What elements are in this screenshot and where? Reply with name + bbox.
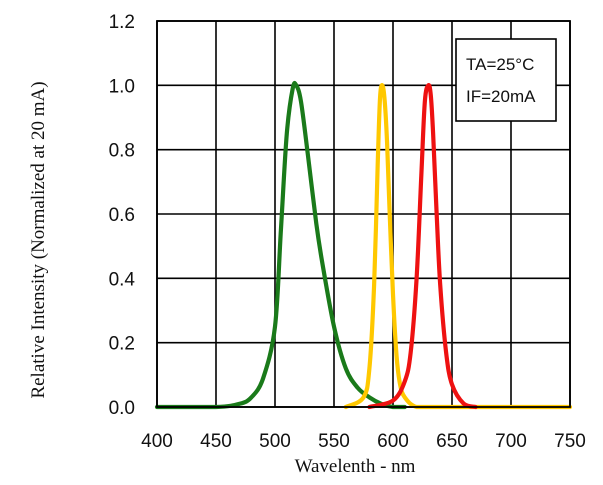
y-tick-labels: 0.0 0.2 0.4 0.6 0.8 1.0 1.2 [109, 12, 136, 419]
x-axis-title: Wavelenth - nm [295, 456, 416, 477]
y-tick-label: 0.8 [109, 141, 135, 162]
y-tick-label: 0.4 [109, 269, 136, 290]
legend-line-current: IF=20mA [466, 87, 536, 106]
x-tick-label: 500 [259, 431, 291, 452]
x-tick-label: 650 [436, 431, 468, 452]
series-line-1 [343, 83, 573, 410]
y-tick-label: 0.0 [109, 398, 135, 419]
x-tick-label: 750 [554, 431, 586, 452]
x-tick-labels: 400 450 500 550 600 650 700 750 [141, 431, 586, 452]
series-curves [154, 81, 573, 410]
legend-box: TA=25°C IF=20mA [455, 38, 557, 122]
y-tick-label: 1.2 [109, 12, 135, 33]
series-line-2 [367, 83, 478, 410]
plot-frame [156, 20, 571, 408]
x-tick-label: 550 [318, 431, 350, 452]
y-axis-title: Relative Intensity (Normalized at 20 mA) [28, 81, 49, 398]
legend-line-temperature: TA=25°C [466, 55, 534, 74]
y-tick-label: 0.6 [109, 205, 135, 226]
series-line-0 [154, 81, 407, 410]
legend-frame [455, 38, 557, 122]
x-tick-label: 400 [141, 431, 173, 452]
y-tick-label: 1.0 [109, 76, 135, 97]
x-tick-label: 450 [200, 431, 232, 452]
x-tick-label: 600 [377, 431, 409, 452]
x-tick-label: 700 [495, 431, 527, 452]
y-tick-label: 0.2 [109, 334, 135, 355]
